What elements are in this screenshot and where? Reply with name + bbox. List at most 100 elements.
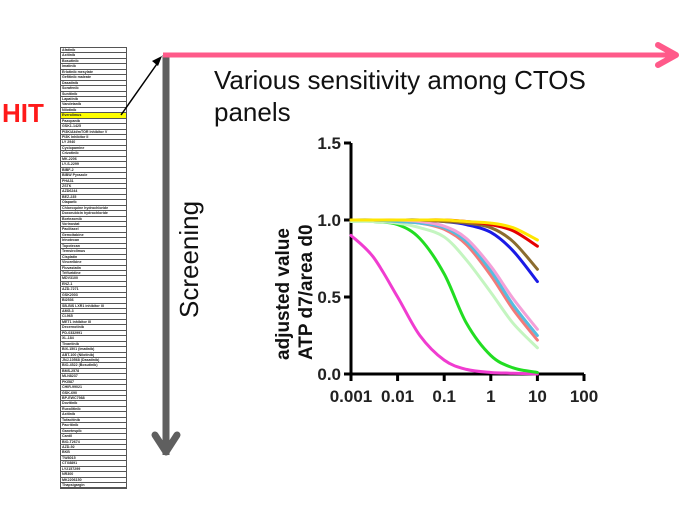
compound-row: Paclitaxel — [61, 227, 126, 233]
y-tick-label: 1.5 — [317, 134, 341, 153]
curve-green — [349, 218, 539, 374]
compound-row: Bosutinib — [61, 59, 126, 65]
compound-row: Bortezomib — [61, 217, 126, 222]
compound-row: Chloroquine hydrochloride — [61, 206, 126, 212]
compound-row: BEZ-235 — [61, 195, 126, 201]
y-axis-label-line2: ATP d7/area d0 — [296, 224, 317, 360]
compound-row: Tivantinib — [61, 342, 126, 348]
compound-row: PI3K/Akt/mTOR Inhibitor V — [61, 130, 126, 135]
compound-row: Axitinib — [61, 53, 126, 59]
curve-magenta — [349, 233, 539, 376]
compound-row: Trifluridine — [61, 271, 126, 277]
x-tick-label: 0.1 — [432, 387, 456, 406]
compound-row: Gefitinib maleate — [61, 75, 126, 81]
compound-row: PHA31 — [61, 179, 126, 184]
compound-row: Cisplatin — [61, 255, 126, 261]
compound-row: BIX-1501 (Imatinib) — [61, 347, 126, 353]
compound-row: LY 2940 — [61, 140, 126, 146]
compound-row: Sunitinib — [61, 92, 126, 97]
compound-row: BMS-2578 — [61, 369, 126, 375]
x-tick-label: 10 — [528, 387, 547, 406]
x-tick-label: 1 — [486, 387, 495, 406]
y-tick-label: 0.5 — [317, 288, 341, 307]
compound-row: Nilotinib — [61, 108, 126, 114]
compound-row: MET1 inhibitor III — [61, 320, 126, 326]
compound-row: Lapatinib — [61, 97, 126, 103]
compound-row: Dasatinib — [61, 81, 126, 87]
compound-row: ABT-100 (Nilotinib) — [61, 353, 126, 358]
compound-row: Irinotecan — [61, 238, 126, 244]
compound-row: CI-965 — [61, 314, 126, 320]
compound-row: GSK2003 — [61, 293, 126, 299]
compound-row: AZD-7271 — [61, 287, 126, 293]
compound-row: Vinorelbine — [61, 260, 126, 266]
compound-row: GSK1-1425 — [61, 124, 126, 130]
compound-row: AMG-3 — [61, 309, 126, 315]
compound-row: Vandetanib — [61, 102, 126, 108]
compound-row: AZD-92 — [61, 445, 126, 451]
y-tick-label: 1.0 — [317, 211, 341, 230]
compound-row: PI3K Inhibitor II — [61, 135, 126, 141]
compound-row: BI2536 — [61, 298, 126, 304]
compound-row: Erlotinib mesylate — [61, 70, 126, 76]
compound-row: BKB — [61, 450, 126, 456]
compound-row: Axitinib — [61, 412, 126, 418]
compound-row-hit: Everolimus — [61, 113, 126, 119]
compound-row: Topotecan — [61, 244, 126, 250]
compound-row: Cyclopamine — [61, 146, 126, 152]
compound-row: Decernotinib — [61, 325, 126, 331]
compound-row: ENZ-1 — [61, 282, 126, 288]
compound-row: BIO-4522 (Bosutinib) — [61, 363, 126, 369]
compound-row: MLN8237 — [61, 374, 126, 380]
curve-red — [349, 218, 539, 248]
compound-row: CHIR-99021 — [61, 385, 126, 391]
compound-row: BIBF-2 — [61, 168, 126, 174]
compound-row: Tofacitinib — [61, 418, 126, 424]
chart-axes: 0.0 0.5 1.0 1.5 0.001 0.01 0.1 1 10 100 — [317, 134, 598, 406]
compound-row: PKI587 — [61, 380, 126, 386]
chart-curves — [349, 218, 539, 376]
screening-arrow-head — [151, 431, 181, 456]
compound-row: LY-S-2299 — [61, 162, 126, 168]
hit-pointer-head — [152, 56, 162, 66]
curve-yellow — [349, 218, 539, 242]
x-tick-label: 100 — [570, 387, 598, 406]
compound-row: PD-0332991 — [61, 331, 126, 337]
y-tick-label: 0.0 — [317, 365, 341, 384]
y-axis-label-line1: adjusted value — [273, 228, 294, 360]
compound-row: Dovitinib — [61, 401, 126, 407]
compound-row: Cantil — [61, 434, 126, 440]
compound-row: Sorafenib — [61, 86, 126, 92]
compound-row: Temsirolimus — [61, 249, 126, 255]
compound-row: Doxorubicin hydrochloride — [61, 211, 126, 217]
compound-row: GSK-690 — [61, 391, 126, 396]
compound-row: MK-2206 — [61, 157, 126, 163]
x-tick-label: 0.01 — [381, 387, 414, 406]
hit-pointer-line — [120, 60, 160, 116]
compound-row: MDV3100 — [61, 276, 126, 282]
compound-row: SB-BIS LXR1 inhibitor III — [61, 304, 126, 309]
compound-row: BIBW Pyrazole — [61, 173, 126, 179]
sensitivity-arrow-head — [655, 42, 679, 68]
compound-row: BP-EWC7988 — [61, 396, 126, 402]
compound-row: Imatinib — [61, 64, 126, 70]
compound-row: Olaparib — [61, 200, 126, 206]
compound-row: Fluvastatin — [61, 266, 126, 271]
compound-row: JNJ-10568 (Dasatinib) — [61, 358, 126, 364]
compound-list: Afatinib Axitinib Bosutinib Imatinib Erlotin… — [60, 47, 127, 490]
hit-label: HIT — [2, 98, 44, 128]
compound-row: Pazopanib — [61, 119, 126, 125]
compound-row: ZSTK — [61, 184, 126, 190]
compound-row: BIO-T2674 — [61, 440, 126, 445]
compound-row: Pacritinib — [61, 423, 126, 429]
compound-row: LY2157299 — [61, 467, 126, 473]
x-tick-label: 0.001 — [330, 387, 373, 406]
slide-title: Various sensitivity among CTOS panels — [214, 65, 586, 127]
compound-row: MK2206150 — [61, 478, 126, 483]
compound-row: Ruxolitinib — [61, 407, 126, 413]
compound-row: Afatinib — [61, 48, 126, 54]
compound-row: Thapsigargin — [61, 483, 126, 489]
compound-row: Gemcitabine — [61, 233, 126, 239]
